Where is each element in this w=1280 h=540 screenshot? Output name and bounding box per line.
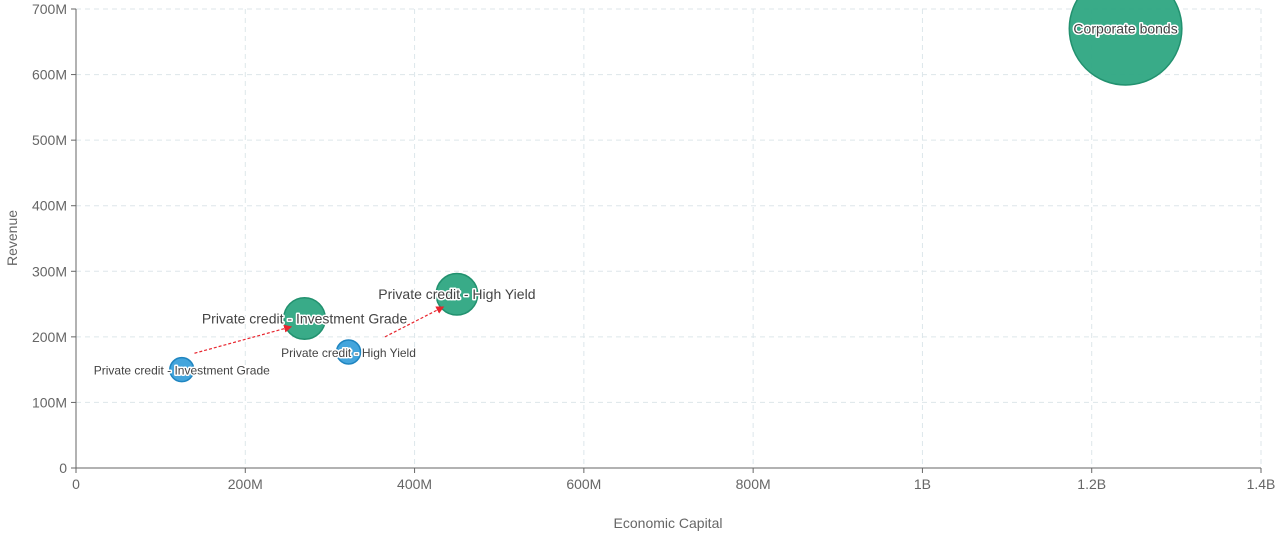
grid: [76, 8, 1262, 468]
bubble-label: Private credit - Investment Grade: [94, 364, 270, 378]
x-tick-label: 200M: [228, 476, 263, 492]
x-tick-label: 600M: [566, 476, 601, 492]
y-tick-label: 300M: [32, 263, 67, 279]
x-tick-label: 1B: [914, 476, 931, 492]
bubble-label: Private credit - Investment Grade: [202, 310, 408, 326]
movement-arrow: [384, 306, 445, 338]
bubble-label: Private credit - High Yield: [281, 346, 416, 360]
y-axis-title: Revenue: [4, 210, 20, 266]
bubble-labels: Private credit - Investment Grade Private…: [92, 19, 1179, 379]
movement-arrow: [194, 324, 293, 354]
y-tick-label: 200M: [32, 329, 67, 345]
bubble-point: [435, 272, 479, 316]
y-tick-label: 100M: [32, 394, 67, 410]
x-tick-label: 1.2B: [1077, 476, 1106, 492]
bubble-point: [335, 339, 362, 365]
x-tick-label: 400M: [397, 476, 432, 492]
y-tick-label: 0: [59, 460, 67, 476]
x-axis-title: Economic Capital: [614, 515, 723, 531]
bubble-point: [283, 296, 327, 341]
bubble-point: [1068, 0, 1183, 86]
bubble-point: [169, 356, 195, 383]
y-tick-label: 600M: [32, 67, 67, 83]
arrows: [194, 306, 445, 354]
x-tick-label: 0: [72, 476, 80, 492]
bubble-label: Private credit - High Yield: [378, 286, 535, 302]
y-tick-label: 400M: [32, 198, 67, 214]
bubbles: [169, 0, 1183, 383]
y-tick-label: 700M: [32, 1, 67, 17]
x-tick-label: 1.4B: [1247, 476, 1276, 492]
x-tick-label: 800M: [736, 476, 771, 492]
y-tick-label: 500M: [32, 132, 67, 148]
bubble-label: Corporate bonds: [1073, 21, 1177, 37]
axes: 0 200M 400M 600M 800M 1B 1.2B 1.4B 0 100M 200M 300M…: [32, 1, 1275, 492]
